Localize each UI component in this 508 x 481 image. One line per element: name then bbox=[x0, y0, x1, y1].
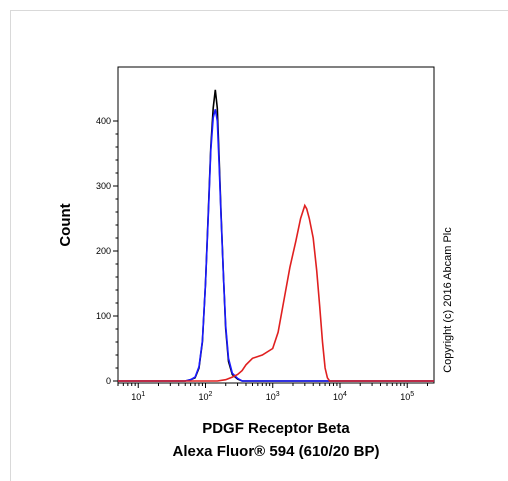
x-tick-label: 105 bbox=[400, 391, 414, 402]
series-line-2 bbox=[118, 203, 434, 382]
plot-area bbox=[117, 66, 435, 384]
x-ticks: 101 102 103 104 105 bbox=[117, 383, 428, 402]
y-ticks: 0 100 200 300 400 bbox=[96, 116, 118, 386]
x-axis-title-line1: PDGF Receptor Beta bbox=[202, 420, 350, 437]
x-tick-label: 101 bbox=[131, 391, 145, 402]
y-tick-label: 200 bbox=[96, 246, 111, 256]
y-tick-label: 300 bbox=[96, 181, 111, 191]
x-axis-title-line2: Alexa Fluor® 594 (610/20 BP) bbox=[173, 443, 380, 460]
y-axis-title: Count bbox=[57, 203, 74, 246]
frame-left-border bbox=[10, 10, 11, 481]
x-tick-label: 102 bbox=[199, 391, 213, 402]
y-tick-label: 100 bbox=[96, 311, 111, 321]
y-tick-label: 0 bbox=[106, 376, 111, 386]
x-tick-label: 104 bbox=[333, 391, 347, 402]
frame-top-border bbox=[10, 10, 508, 11]
copyright-annotation: Copyright (c) 2016 Abcam Plc bbox=[442, 227, 454, 373]
series-layer bbox=[118, 89, 434, 382]
y-tick-label: 400 bbox=[96, 116, 111, 126]
series-line-1 bbox=[118, 109, 434, 382]
x-tick-label: 103 bbox=[266, 391, 280, 402]
